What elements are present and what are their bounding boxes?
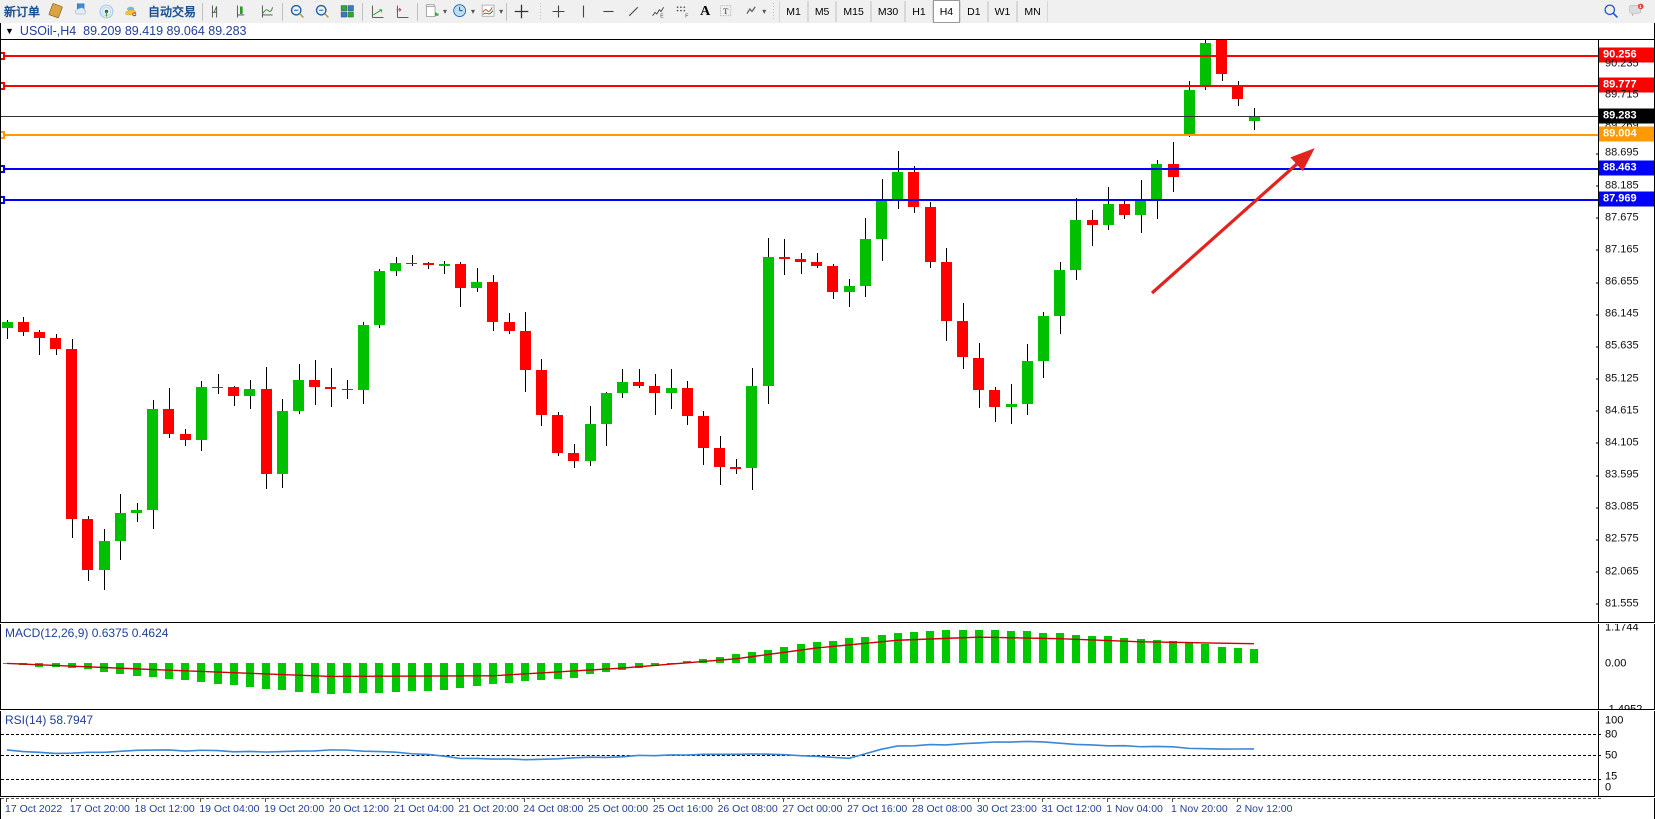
svg-text:E: E (660, 13, 664, 19)
svg-text:T: T (723, 6, 729, 16)
svg-text:F: F (685, 13, 688, 19)
